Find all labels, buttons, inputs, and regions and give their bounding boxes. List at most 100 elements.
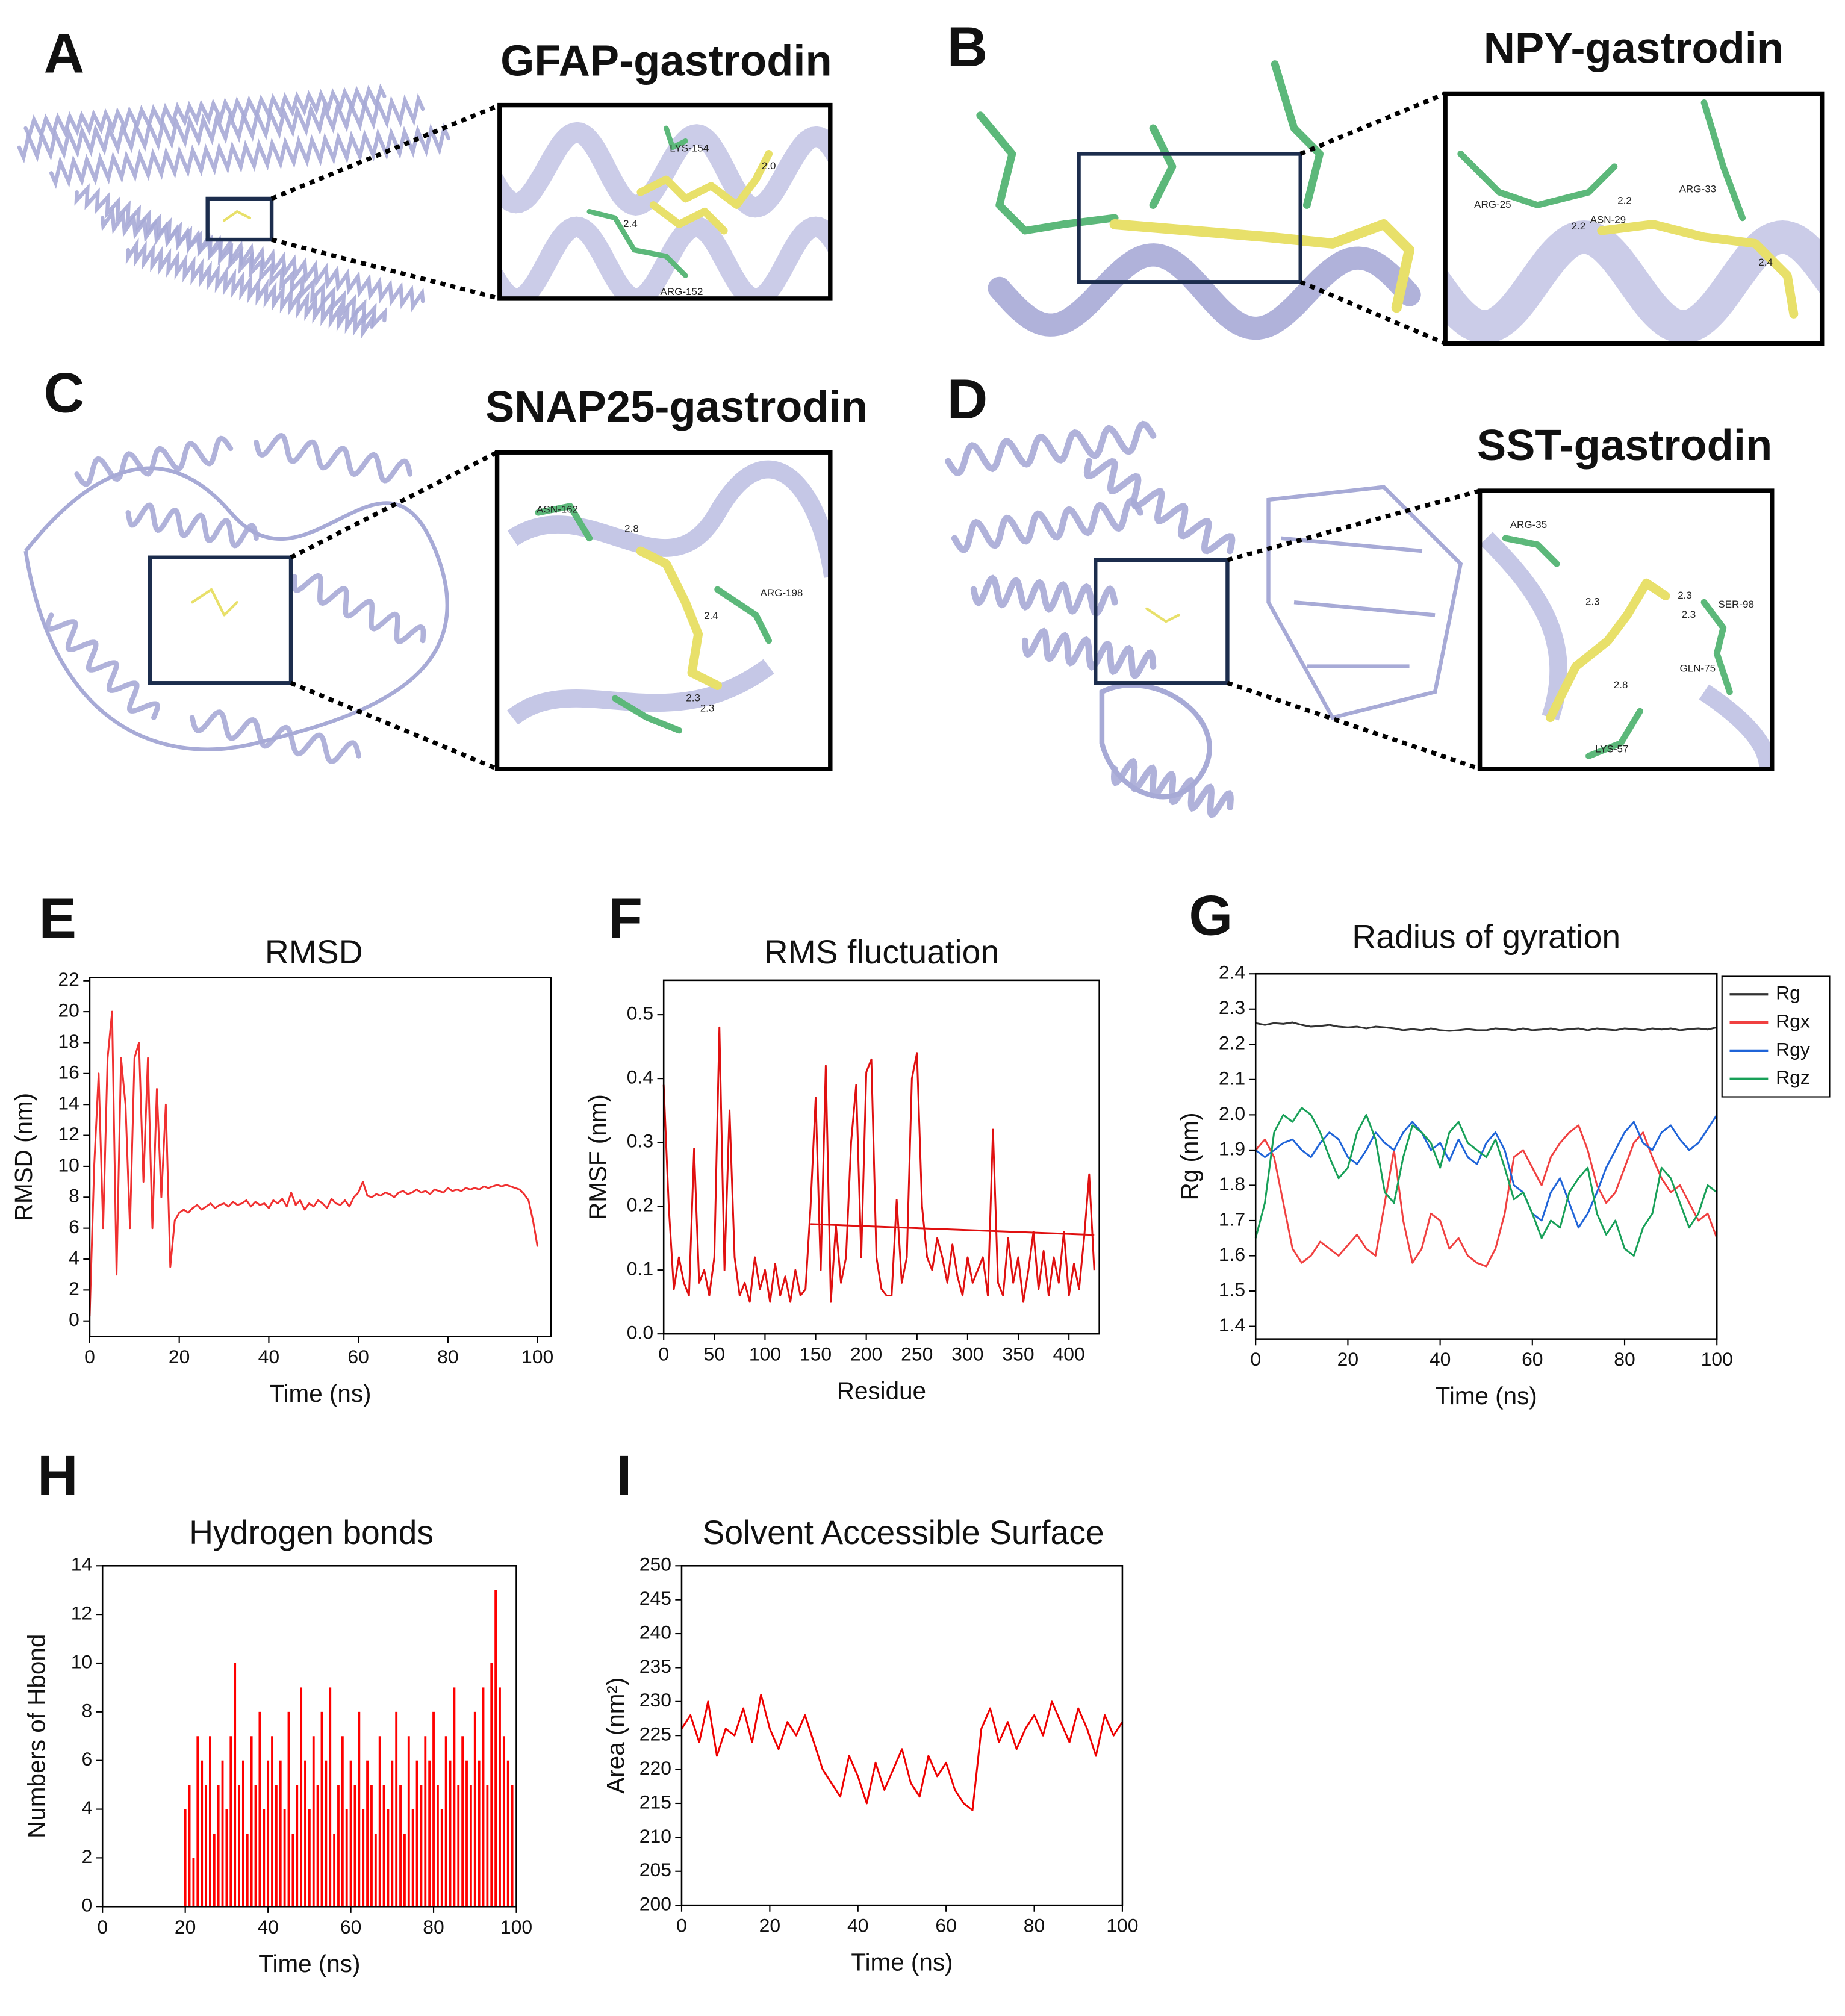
bar <box>221 1760 224 1907</box>
data-line <box>662 1026 1095 1303</box>
protein-ribbon <box>101 207 425 313</box>
bar <box>494 1590 497 1907</box>
bar <box>366 1760 369 1907</box>
x-tick-label: 0 <box>84 1346 95 1367</box>
y-tick-label: 0.1 <box>627 1258 653 1280</box>
ligand-stick <box>1597 220 1799 319</box>
x-tick-label: 100 <box>749 1343 781 1365</box>
y-tick-label: 22 <box>58 968 79 990</box>
residue-label: 2.8 <box>624 523 639 534</box>
x-tick-label: 60 <box>340 1916 362 1938</box>
x-tick-label: 20 <box>1337 1348 1359 1370</box>
zoom-connector <box>1299 92 1446 156</box>
x-tick-label: 150 <box>800 1343 832 1365</box>
residue-label: ARG-33 <box>1679 184 1716 195</box>
protein-sheet <box>1099 682 1212 800</box>
y-tick-label: 18 <box>58 1030 79 1052</box>
bar <box>362 1809 365 1907</box>
x-tick-label: 400 <box>1053 1343 1085 1365</box>
bar <box>201 1760 204 1907</box>
x-tick-label: 40 <box>1430 1348 1451 1370</box>
chart-title: Radius of gyration <box>1352 918 1620 955</box>
y-tick-label: 0 <box>81 1894 92 1916</box>
bar <box>473 1711 476 1907</box>
panel-letter: B <box>947 15 988 78</box>
y-tick-label: 12 <box>71 1602 93 1624</box>
bar <box>241 1760 244 1907</box>
bar <box>490 1663 493 1907</box>
x-tick-label: 0 <box>97 1916 108 1938</box>
y-tick-label: 20 <box>58 1000 79 1021</box>
bar <box>465 1760 468 1907</box>
bar <box>250 1736 253 1907</box>
focus-box <box>1094 558 1230 685</box>
x-tick-label: 250 <box>901 1343 933 1365</box>
structure-panel: D SST-gastrodin ARG-35 2.3 2.3 SER-98 2.3 GLN-7… <box>945 367 1775 818</box>
zoom-connector <box>1227 488 1481 562</box>
trend-line <box>810 1223 1095 1236</box>
panel-title: GFAP-gastrodin <box>500 37 832 86</box>
y-tick-label: 1.6 <box>1219 1243 1245 1265</box>
bar <box>217 1785 220 1907</box>
bar <box>275 1785 278 1907</box>
residue-label: ASN-162 <box>537 503 578 515</box>
plot-frame <box>662 979 1100 1335</box>
bar <box>208 1736 211 1907</box>
bar <box>395 1711 398 1907</box>
overview <box>945 420 1463 818</box>
protein-ribbon <box>988 243 1421 340</box>
legend-label: Rg <box>1776 982 1800 1004</box>
x-tick-label: 100 <box>521 1346 553 1367</box>
protein-ribbon <box>1083 458 1236 555</box>
bar <box>337 1785 340 1907</box>
chart-title: Hydrogen bonds <box>189 1514 434 1551</box>
y-tick-label: 1.8 <box>1219 1173 1245 1195</box>
residue-label: SER-98 <box>1718 599 1754 610</box>
bar <box>188 1785 191 1907</box>
panel-title: SST-gastrodin <box>1477 422 1772 470</box>
residue-label: 2.8 <box>1614 679 1628 691</box>
x-tick-label: 0 <box>1250 1348 1261 1370</box>
bar <box>196 1736 199 1907</box>
ligand-stick <box>223 210 252 222</box>
chart: E RMSD Time (ns) RMSD (nm) 0 20 40 60 80 100 0 2 4 6 8… <box>10 886 553 1407</box>
bar <box>399 1785 402 1907</box>
bar <box>205 1785 207 1907</box>
bar <box>308 1809 311 1907</box>
bar <box>258 1711 261 1907</box>
x-tick-label: 0 <box>658 1343 669 1365</box>
residue-stick <box>612 695 683 734</box>
chart-title: RMS fluctuation <box>764 933 999 971</box>
bar <box>349 1760 352 1907</box>
y-tick-label: 250 <box>639 1554 671 1575</box>
y-tick-label: 14 <box>71 1554 93 1575</box>
bar <box>320 1711 323 1907</box>
residue-label: 2.3 <box>1682 609 1696 620</box>
protein-sheet <box>1266 485 1463 720</box>
residue-label: ASN-29 <box>1590 214 1626 226</box>
chart: G Radius of gyration Time (ns) Rg (nm) 0 20 40… <box>1176 884 1831 1410</box>
bar <box>424 1736 427 1907</box>
bar <box>407 1736 410 1907</box>
residue-label: 2.3 <box>1585 596 1600 608</box>
bar <box>391 1760 394 1907</box>
bar <box>358 1711 361 1907</box>
bar <box>238 1785 240 1907</box>
zoom-view <box>1445 99 1822 344</box>
panel-letter: I <box>616 1443 632 1507</box>
y-tick-label: 6 <box>69 1216 79 1237</box>
overview <box>17 83 450 340</box>
residue-label: LYS-154 <box>670 142 709 154</box>
bar <box>184 1809 187 1907</box>
protein-ribbon <box>499 216 830 299</box>
bar <box>432 1711 435 1907</box>
y-tick-label: 14 <box>58 1092 79 1114</box>
bar <box>267 1760 270 1907</box>
bar <box>353 1785 356 1907</box>
bar <box>296 1785 299 1907</box>
ligand-stick <box>1145 607 1180 623</box>
residue-stick <box>1271 60 1324 209</box>
bar <box>411 1809 414 1907</box>
plot-frame <box>89 977 552 1337</box>
x-tick-label: 80 <box>437 1346 459 1367</box>
